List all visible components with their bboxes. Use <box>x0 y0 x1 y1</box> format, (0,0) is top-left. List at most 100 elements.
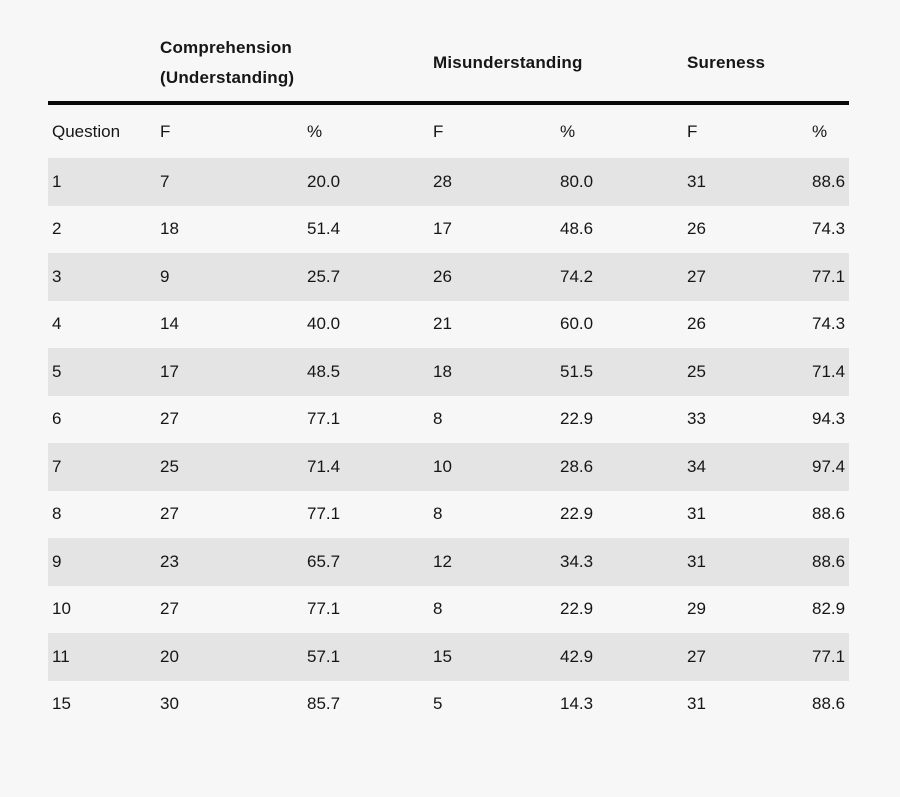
column-header-sureness-pct: % <box>812 121 828 141</box>
value-cell: 31 <box>687 171 706 191</box>
table-row: 9 23 65.7 12 34.3 31 88.6 <box>48 538 849 586</box>
value-cell: 26 <box>687 314 706 334</box>
table-row: 6 27 77.1 8 22.9 33 94.3 <box>48 396 849 444</box>
value-cell: 88.6 <box>812 171 846 191</box>
table-row: 7 25 71.4 10 28.6 34 97.4 <box>48 443 849 491</box>
table-row: 2 18 51.4 17 48.6 26 74.3 <box>48 206 849 254</box>
table-row: 1 7 20.0 28 80.0 31 88.6 <box>48 158 849 206</box>
table-row: 8 27 77.1 8 22.9 31 88.6 <box>48 491 849 539</box>
value-cell: 8 <box>433 409 443 429</box>
table-body: 1 7 20.0 28 80.0 31 88.6 2 18 51.4 17 48.6 26 74.3 3 9 2… <box>48 158 849 728</box>
value-cell: 77.1 <box>307 504 341 524</box>
group-header-misunderstanding: Misunderstanding <box>429 25 683 105</box>
value-cell: 27 <box>687 646 706 666</box>
column-header-misunderstanding-pct: % <box>560 121 576 141</box>
column-header-question: Question <box>52 121 121 141</box>
value-cell: 21 <box>433 314 452 334</box>
column-header-comprehension-f: F <box>160 121 171 141</box>
results-table-container: Comprehension (Understanding) Misunderst… <box>48 25 849 728</box>
value-cell: 9 <box>160 266 170 286</box>
value-cell: 40.0 <box>307 314 341 334</box>
question-cell: 10 <box>52 599 71 619</box>
value-cell: 80.0 <box>560 171 594 191</box>
question-cell: 15 <box>52 694 71 714</box>
value-cell: 51.4 <box>307 219 341 239</box>
value-cell: 30 <box>160 694 179 714</box>
value-cell: 8 <box>433 599 443 619</box>
value-cell: 29 <box>687 599 706 619</box>
value-cell: 74.2 <box>560 266 594 286</box>
value-cell: 8 <box>433 504 443 524</box>
value-cell: 27 <box>687 266 706 286</box>
table-row: 15 30 85.7 5 14.3 31 88.6 <box>48 681 849 729</box>
results-table: Comprehension (Understanding) Misunderst… <box>48 25 849 728</box>
value-cell: 17 <box>160 361 179 381</box>
value-cell: 74.3 <box>812 314 846 334</box>
value-cell: 25.7 <box>307 266 341 286</box>
value-cell: 77.1 <box>307 409 341 429</box>
value-cell: 17 <box>433 219 452 239</box>
value-cell: 7 <box>160 171 170 191</box>
value-cell: 12 <box>433 551 452 571</box>
value-cell: 26 <box>433 266 452 286</box>
value-cell: 77.1 <box>307 599 341 619</box>
column-header-misunderstanding-f: F <box>433 121 444 141</box>
value-cell: 25 <box>160 456 179 476</box>
question-cell: 7 <box>52 456 62 476</box>
value-cell: 27 <box>160 409 179 429</box>
value-cell: 71.4 <box>812 361 846 381</box>
value-cell: 27 <box>160 599 179 619</box>
value-cell: 57.1 <box>307 646 341 666</box>
value-cell: 25 <box>687 361 706 381</box>
value-cell: 65.7 <box>307 551 341 571</box>
value-cell: 22.9 <box>560 504 594 524</box>
column-header-row: Question F % F % F % <box>48 103 849 158</box>
value-cell: 22.9 <box>560 409 594 429</box>
group-header-sureness: Sureness <box>683 25 849 105</box>
column-header-sureness-f: F <box>687 121 698 141</box>
value-cell: 82.9 <box>812 599 846 619</box>
value-cell: 77.1 <box>812 646 846 666</box>
question-cell: 5 <box>52 361 62 381</box>
value-cell: 34 <box>687 456 706 476</box>
value-cell: 31 <box>687 551 706 571</box>
value-cell: 28 <box>433 171 452 191</box>
value-cell: 14.3 <box>560 694 594 714</box>
value-cell: 88.6 <box>812 694 846 714</box>
question-cell: 4 <box>52 314 62 334</box>
group-header-comprehension-line2: (Understanding) <box>160 68 295 87</box>
value-cell: 18 <box>433 361 452 381</box>
table-row: 5 17 48.5 18 51.5 25 71.4 <box>48 348 849 396</box>
value-cell: 94.3 <box>812 409 846 429</box>
group-header-row: Comprehension (Understanding) Misunderst… <box>48 25 849 105</box>
value-cell: 10 <box>433 456 452 476</box>
value-cell: 18 <box>160 219 179 239</box>
value-cell: 20 <box>160 646 179 666</box>
table-row: 11 20 57.1 15 42.9 27 77.1 <box>48 633 849 681</box>
value-cell: 60.0 <box>560 314 594 334</box>
value-cell: 23 <box>160 551 179 571</box>
value-cell: 31 <box>687 504 706 524</box>
question-cell: 2 <box>52 219 62 239</box>
question-cell: 3 <box>52 266 62 286</box>
value-cell: 51.5 <box>560 361 594 381</box>
question-cell: 9 <box>52 551 62 571</box>
group-header-comprehension-line1: Comprehension <box>160 38 293 57</box>
question-cell: 6 <box>52 409 62 429</box>
table-row: 3 9 25.7 26 74.2 27 77.1 <box>48 253 849 301</box>
value-cell: 42.9 <box>560 646 594 666</box>
table-row: 4 14 40.0 21 60.0 26 74.3 <box>48 301 849 349</box>
value-cell: 31 <box>687 694 706 714</box>
value-cell: 97.4 <box>812 456 846 476</box>
question-cell: 8 <box>52 504 62 524</box>
value-cell: 28.6 <box>560 456 594 476</box>
value-cell: 48.6 <box>560 219 594 239</box>
question-cell: 1 <box>52 171 62 191</box>
value-cell: 88.6 <box>812 551 846 571</box>
group-header-comprehension: Comprehension (Understanding) <box>156 25 429 105</box>
value-cell: 71.4 <box>307 456 341 476</box>
value-cell: 15 <box>433 646 452 666</box>
value-cell: 74.3 <box>812 219 846 239</box>
column-header-comprehension-pct: % <box>307 121 323 141</box>
value-cell: 34.3 <box>560 551 594 571</box>
